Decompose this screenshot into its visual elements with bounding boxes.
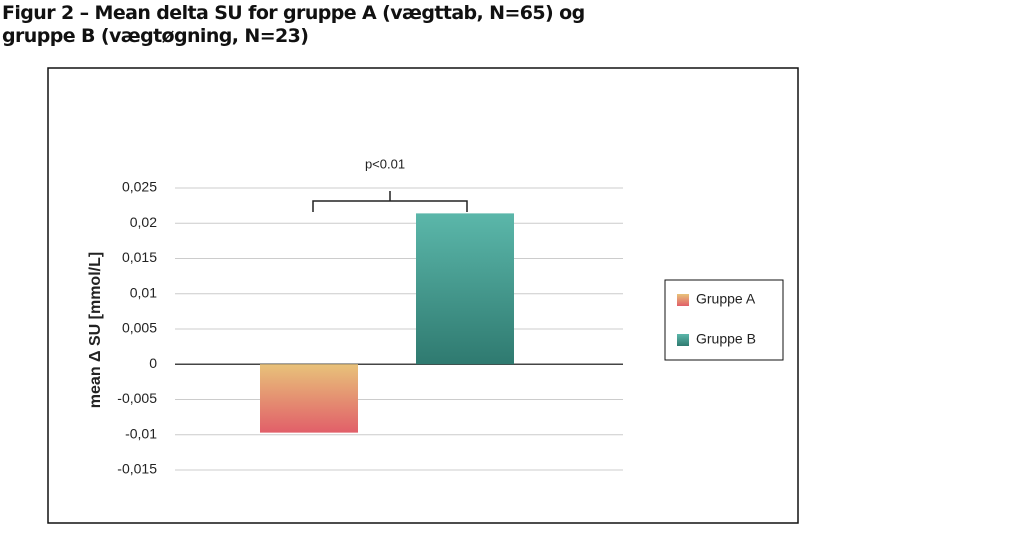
- y-tick-label: 0: [149, 355, 157, 371]
- y-tick-label: -0,01: [125, 425, 157, 441]
- y-tick-label: 0,005: [122, 320, 157, 336]
- y-tick-label: 0,015: [122, 249, 157, 265]
- significance-bracket: [312, 191, 468, 212]
- y-tick-label: -0,015: [117, 461, 157, 477]
- y-tick-label: 0,02: [130, 214, 157, 230]
- bar: [416, 213, 514, 365]
- legend-swatch: [677, 334, 689, 346]
- bar: [260, 364, 358, 433]
- legend-label: Gruppe A: [696, 291, 756, 307]
- y-tick-label: 0,01: [130, 284, 157, 300]
- chart-frame: [47, 67, 799, 524]
- legend-swatch: [677, 294, 689, 306]
- y-tick-label: -0,005: [117, 390, 157, 406]
- legend-label: Gruppe B: [696, 331, 756, 347]
- legend-box: [664, 279, 784, 361]
- y-axis-label: mean Δ SU [mmol/L]: [87, 252, 104, 408]
- y-tick-label: 0,025: [122, 179, 157, 195]
- chart-title: Figur 2 – Mean delta SU for gruppe A (væ…: [2, 2, 585, 47]
- annotation: p<0.01: [365, 156, 405, 171]
